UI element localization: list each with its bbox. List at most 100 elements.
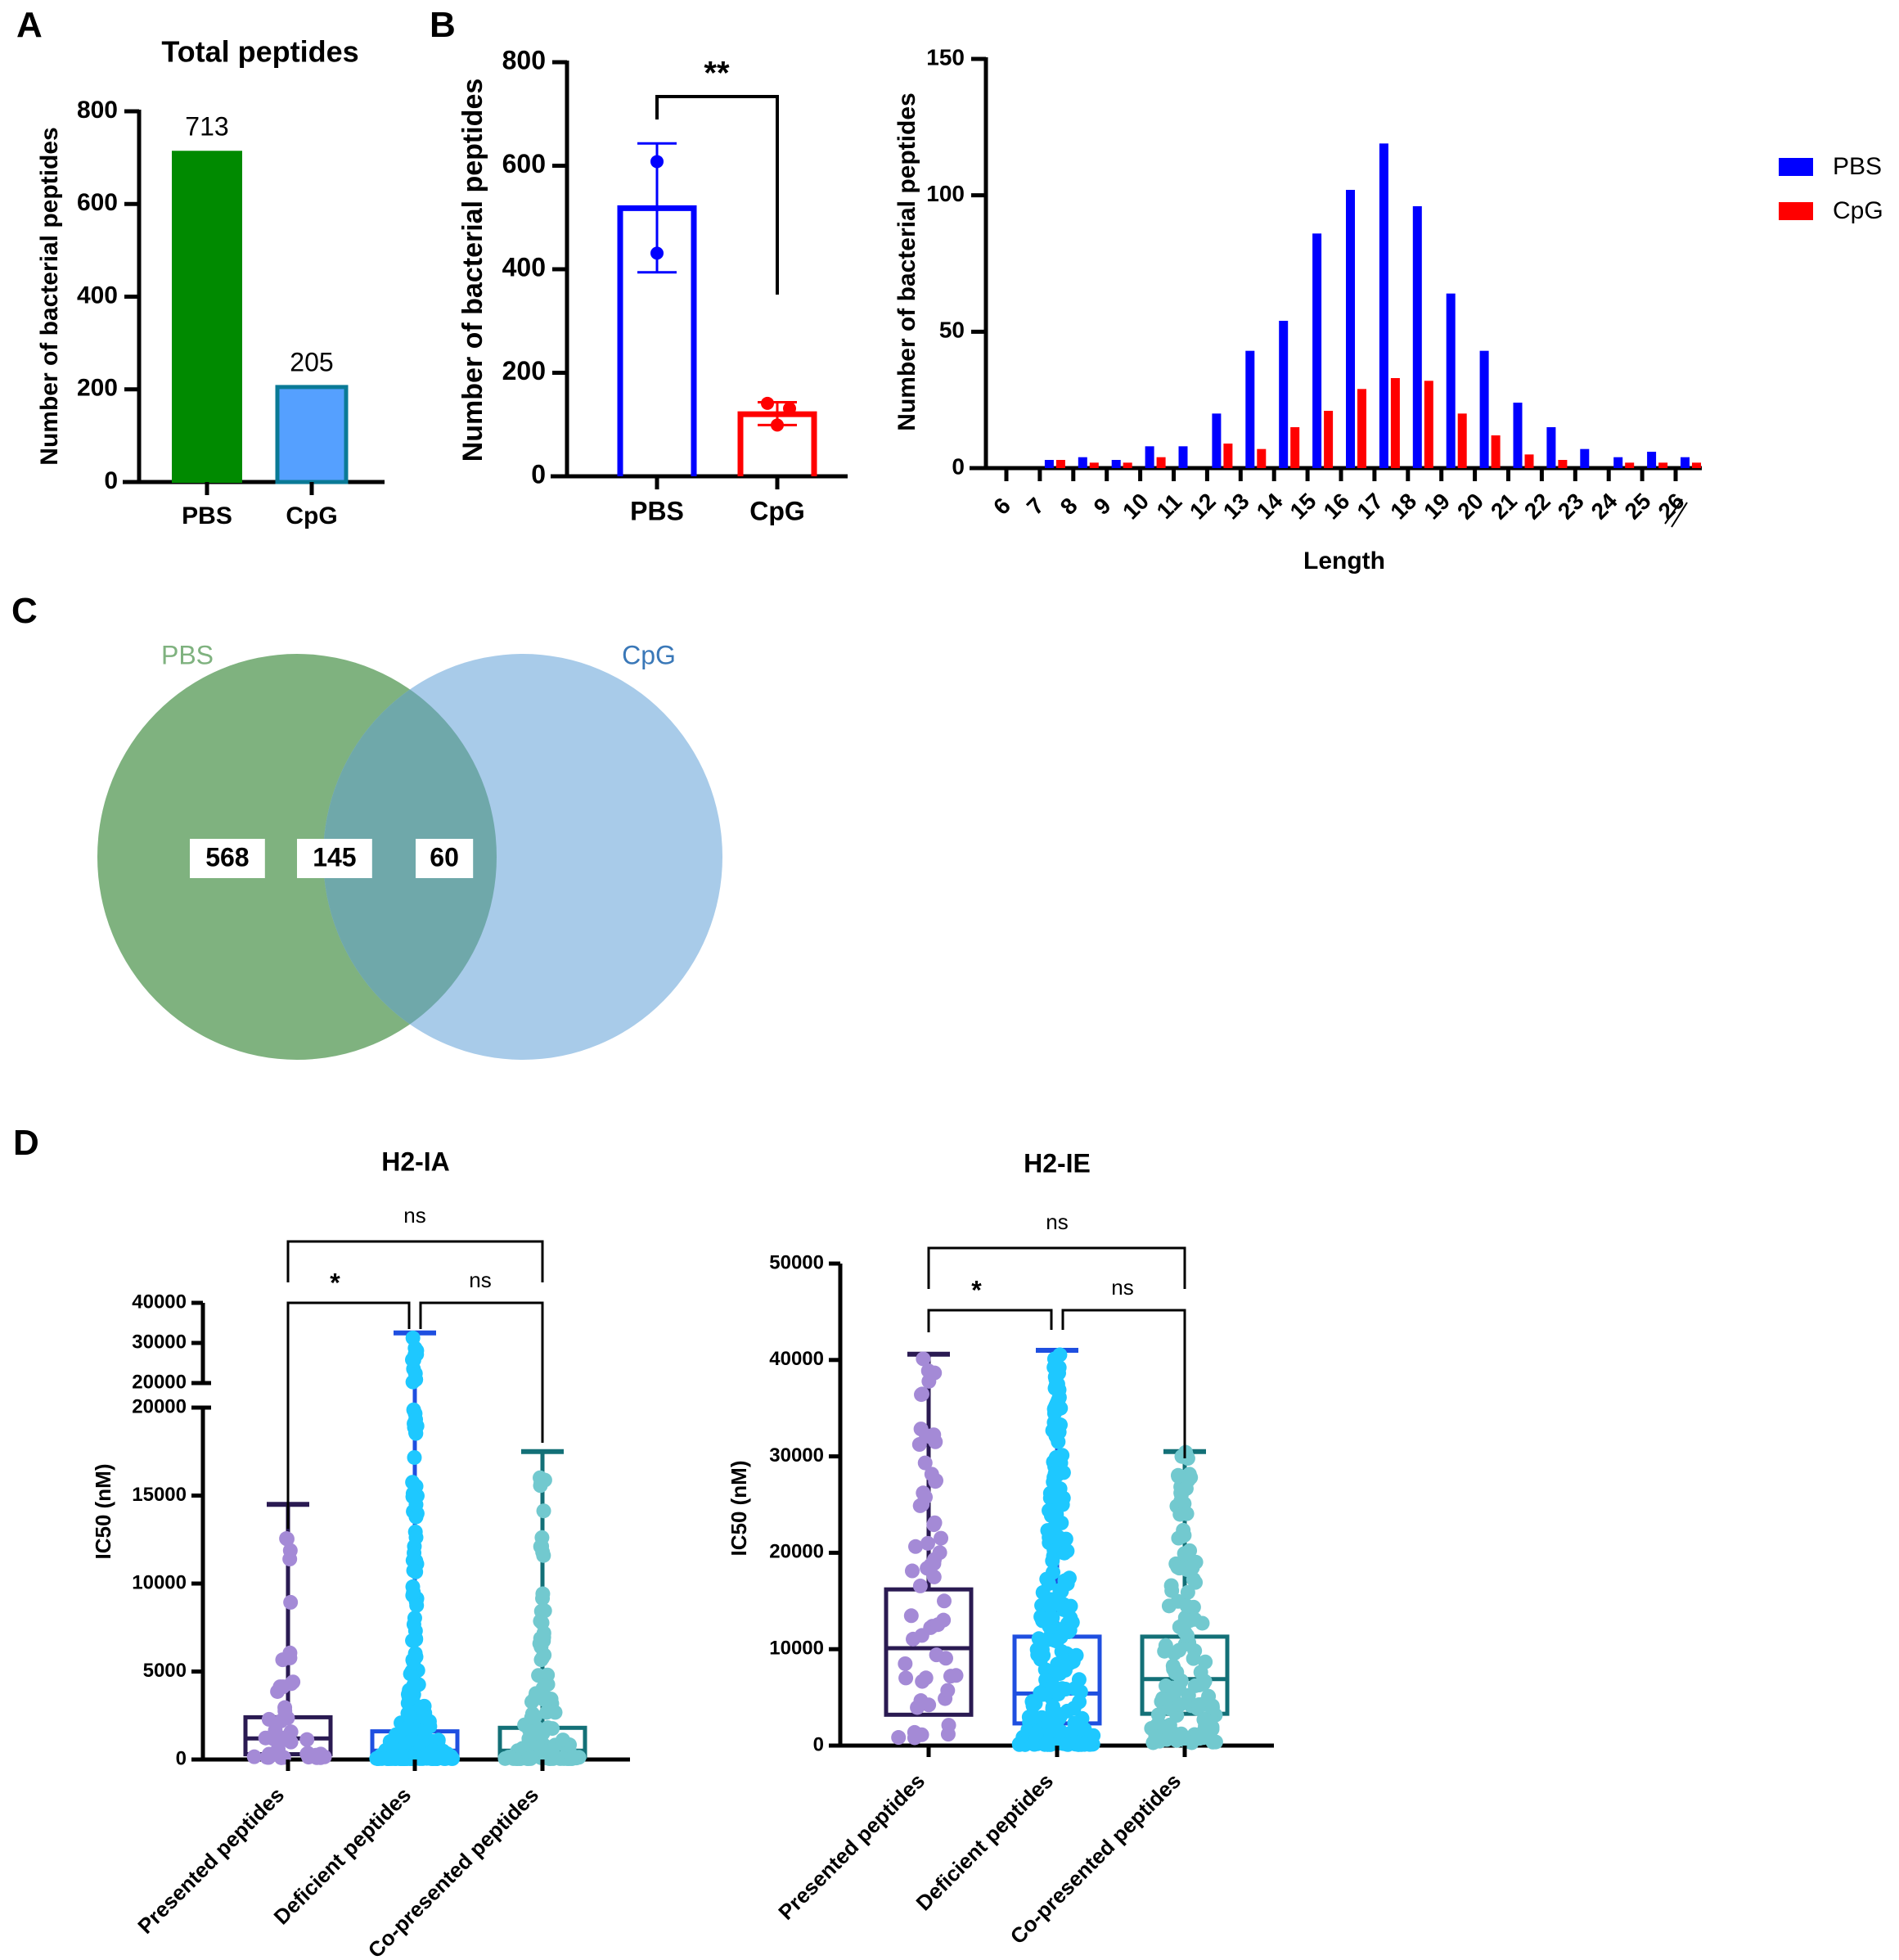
x-tick-label: 16: [1319, 489, 1355, 525]
data-point: [1187, 1611, 1203, 1627]
data-point: [1156, 1719, 1172, 1734]
data-label: 205: [290, 347, 333, 376]
data-point: [915, 1497, 930, 1512]
data-point: [429, 1750, 444, 1766]
significance-label: ns: [1111, 1275, 1133, 1300]
y-axis-label: Number of bacterial peptides: [893, 92, 920, 430]
legend-label: PBS: [1833, 153, 1882, 180]
data-point: [926, 1517, 942, 1533]
data-point: [535, 1591, 551, 1606]
x-tick-label: PBS: [182, 502, 232, 529]
data-point: [1170, 1467, 1186, 1483]
data-point: [1048, 1372, 1064, 1387]
significance-bracket: [1061, 1309, 1186, 1458]
data-point: [521, 1731, 537, 1746]
bar-pbs: [1580, 448, 1590, 468]
bar-cpg: [1658, 462, 1668, 468]
data-point: [1172, 1680, 1187, 1696]
data-point: [404, 1732, 420, 1747]
panel-label-c: C: [11, 591, 38, 631]
panel-label-d: D: [13, 1123, 39, 1163]
data-point: [1155, 1691, 1171, 1706]
panel-label-a: A: [16, 5, 43, 45]
data-point: [1069, 1647, 1084, 1663]
data-point: [534, 1615, 550, 1630]
data-point: [282, 1552, 298, 1567]
bar-cpg: [1055, 460, 1065, 468]
data-point: [928, 1434, 943, 1449]
data-point: [261, 1711, 277, 1727]
x-tick-label: PBS: [630, 496, 684, 525]
y-tick-label: 400: [77, 282, 118, 309]
data-point: [1170, 1559, 1186, 1575]
x-tick-label: 23: [1553, 489, 1589, 525]
x-tick-label: 15: [1285, 489, 1321, 525]
data-point: [917, 1455, 933, 1471]
data-point: [1158, 1638, 1173, 1653]
bar-cpg: [1290, 427, 1300, 468]
data-point: [1191, 1698, 1207, 1714]
data-point: [299, 1746, 315, 1762]
data-point: [1044, 1714, 1060, 1730]
data-point: [1039, 1592, 1055, 1607]
y-tick-label: 5000: [143, 1660, 187, 1682]
bar-cpg: [1123, 462, 1132, 468]
data-point: [277, 1700, 293, 1715]
x-tick-label: 8: [1055, 493, 1082, 520]
data-point: [1029, 1725, 1045, 1741]
bar-pbs: [1546, 427, 1556, 468]
data-point: [533, 1603, 549, 1619]
data-point: [934, 1530, 949, 1546]
bar-cpg: [1457, 413, 1467, 468]
data-point: [891, 1730, 907, 1746]
data-point: [564, 1750, 579, 1766]
chart-b-left: Number of bacterial peptides 0 200 400 600 80…: [457, 45, 848, 525]
data-point: [1185, 1560, 1200, 1575]
bar-cpg: [1357, 389, 1366, 468]
data-point: [1173, 1494, 1189, 1509]
data-point: [650, 155, 664, 169]
x-tick-label: 26: [1654, 489, 1690, 525]
y-tick-label: 40000: [769, 1348, 824, 1370]
data-point: [761, 396, 774, 410]
significance-label: ns: [403, 1203, 425, 1228]
data-point: [283, 1594, 299, 1610]
bar-cpg: [1491, 435, 1501, 468]
data-point: [948, 1668, 964, 1683]
data-point: [401, 1688, 416, 1704]
bar-cpg: [1089, 462, 1099, 468]
venn-count-box: [190, 839, 265, 878]
data-point: [258, 1730, 273, 1746]
data-point: [1051, 1390, 1067, 1405]
significance-label: **: [704, 56, 730, 92]
data-point: [908, 1539, 924, 1554]
data-point: [1195, 1676, 1211, 1692]
y-tick-label: 0: [952, 453, 965, 479]
x-tick-label: 19: [1419, 489, 1455, 525]
y-tick-label: 30000: [769, 1444, 824, 1467]
bar-pbs: [1044, 460, 1054, 468]
data-point: [1060, 1624, 1076, 1640]
venn-count-box: [297, 839, 372, 878]
y-tick-label: 10000: [769, 1638, 824, 1660]
data-point: [286, 1674, 301, 1690]
bar-pbs: [1212, 413, 1222, 468]
significance-bracket: [927, 1246, 1186, 1289]
significance-label: *: [330, 1268, 340, 1297]
data-point: [929, 1473, 944, 1489]
x-tick-label: 25: [1620, 489, 1656, 525]
data-point: [407, 1425, 423, 1440]
bar-cpg: [1257, 448, 1267, 468]
data-point: [650, 246, 664, 260]
data-point: [1033, 1685, 1048, 1701]
data-point: [930, 1617, 946, 1633]
y-tick-label: 20000: [132, 1395, 187, 1417]
data-point: [940, 1727, 956, 1742]
data-point: [912, 1578, 928, 1593]
significance-bracket: [655, 95, 779, 295]
data-point: [534, 1727, 550, 1742]
y-tick-label: 10000: [132, 1571, 187, 1593]
x-tick-label: Deficient peptides: [911, 1769, 1059, 1916]
data-point: [1177, 1528, 1192, 1543]
